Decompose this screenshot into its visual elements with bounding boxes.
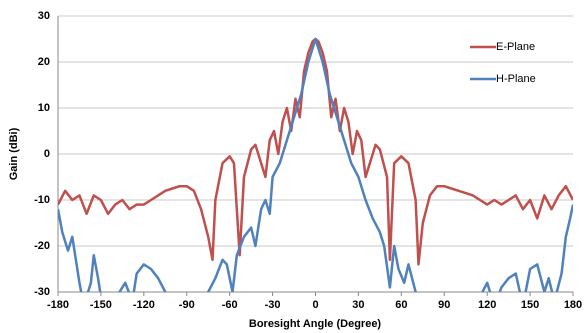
x-tick-label: -30 (265, 299, 281, 311)
legend-label: E-Plane (496, 41, 535, 53)
x-tick-label: -90 (179, 299, 195, 311)
y-tick-label: 20 (38, 56, 50, 68)
x-tick-label: 60 (395, 299, 407, 311)
x-tick-label: 120 (478, 299, 496, 311)
x-tick-label: -60 (222, 299, 238, 311)
x-tick-label: -180 (47, 299, 69, 311)
y-tick-label: -20 (34, 240, 50, 252)
x-tick-label: 90 (438, 299, 450, 311)
plot-area (58, 37, 573, 292)
y-tick-label: -30 (34, 286, 50, 298)
x-tick-label: -120 (133, 299, 155, 311)
x-tick-label: 0 (312, 299, 318, 311)
y-tick-label: 0 (44, 148, 50, 160)
y-tick-label: 30 (38, 10, 50, 22)
legend-label: H-Plane (496, 73, 536, 85)
series-line (58, 37, 573, 292)
x-tick-label: -150 (90, 299, 112, 311)
x-tick-label: 30 (352, 299, 364, 311)
y-tick-label: 10 (38, 102, 50, 114)
y-axis-title: Gain (dBi) (8, 127, 20, 180)
x-tick-label: 150 (521, 299, 539, 311)
y-tick-label: -10 (34, 194, 50, 206)
x-tick-label: 180 (564, 299, 582, 311)
x-axis-title: Boresight Angle (Degree) (249, 318, 382, 330)
